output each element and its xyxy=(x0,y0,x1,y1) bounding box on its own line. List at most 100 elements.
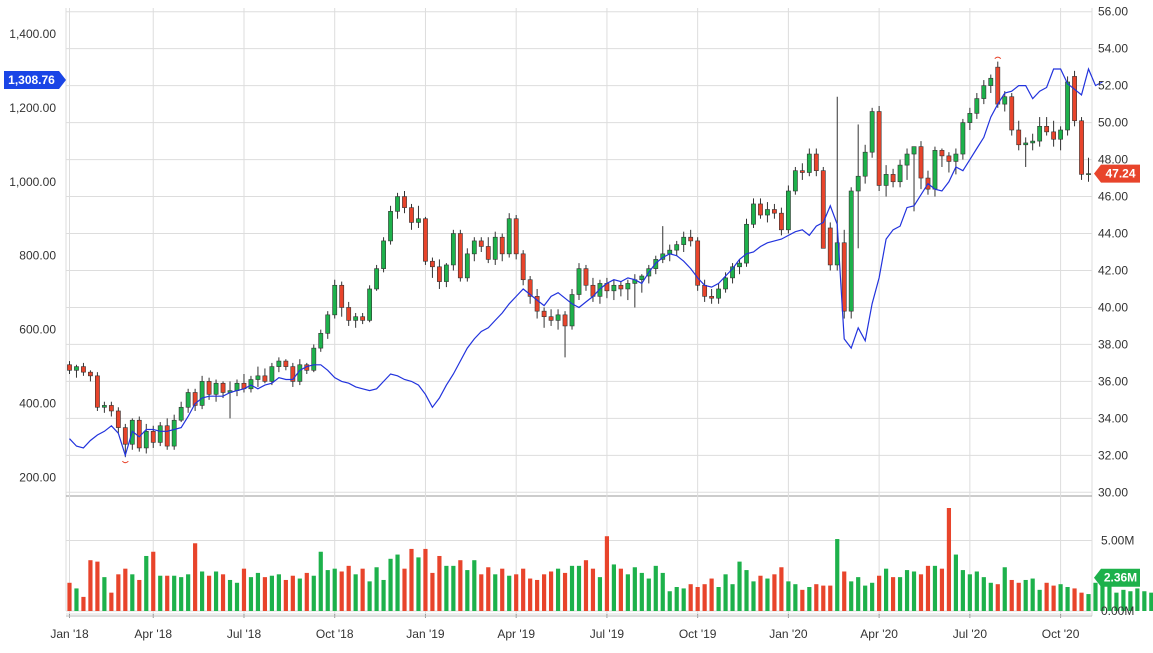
candle-body xyxy=(367,288,373,321)
candle-body xyxy=(95,375,100,408)
candle-body xyxy=(737,262,742,268)
volume-bar xyxy=(206,575,212,611)
volume-bar xyxy=(828,585,833,611)
right-price-badge xyxy=(1094,164,1140,183)
candle-body xyxy=(108,405,114,412)
candle-body xyxy=(171,419,177,447)
candle-body xyxy=(716,288,721,299)
candle-body xyxy=(765,209,770,216)
volume-bar xyxy=(74,588,79,611)
volume-bar xyxy=(981,577,986,611)
volume-bar xyxy=(1072,588,1077,611)
candle-body xyxy=(995,66,1001,105)
volume-bar xyxy=(388,558,393,611)
right-axis-tick-label: 44.00 xyxy=(1098,227,1128,241)
candle-body xyxy=(290,366,296,382)
volume-bar xyxy=(793,584,798,611)
volume-bar xyxy=(311,575,316,611)
volume-bar xyxy=(960,570,965,611)
candle-body xyxy=(569,294,575,327)
volume-bar xyxy=(1023,579,1028,611)
volume-bar xyxy=(702,584,707,611)
volume-bar xyxy=(472,560,477,611)
candle-body xyxy=(1009,96,1015,131)
candle-body xyxy=(506,218,512,255)
right-axis-tick-label: 32.00 xyxy=(1098,448,1128,462)
candle-body xyxy=(520,253,526,281)
right-axis-tick-label: 56.00 xyxy=(1098,5,1128,19)
volume-bar xyxy=(500,568,505,611)
volume-bar xyxy=(339,571,344,611)
candle-body xyxy=(583,268,589,286)
volume-bar xyxy=(842,571,847,611)
candle-body xyxy=(911,146,917,155)
volume-bar xyxy=(1093,582,1098,611)
volume-bar xyxy=(1030,578,1035,611)
volume-bar xyxy=(814,584,819,611)
candle-body xyxy=(960,122,966,155)
volume-bar xyxy=(262,577,268,611)
candle-body xyxy=(1058,129,1063,140)
volume-bar xyxy=(604,536,610,611)
volume-bar xyxy=(535,579,540,611)
volume-bar xyxy=(779,567,784,611)
candle-body xyxy=(674,244,680,251)
candle-body xyxy=(688,236,694,242)
volume-bar xyxy=(744,570,749,611)
candle-body xyxy=(492,236,498,260)
volume-bar xyxy=(507,575,512,611)
candle-body xyxy=(374,268,379,290)
candle-body xyxy=(178,406,184,421)
x-axis-tick-label: Apr '20 xyxy=(860,627,898,641)
candle-body xyxy=(478,240,484,247)
volume-bar xyxy=(172,575,177,611)
comparison-line xyxy=(69,67,1103,458)
volume-bar xyxy=(562,572,568,611)
volume-bar xyxy=(521,568,526,611)
volume-bar xyxy=(332,568,337,611)
volume-bar xyxy=(297,578,302,611)
candle-body xyxy=(136,419,142,449)
candle-body xyxy=(988,77,994,86)
volume-bar xyxy=(1142,591,1147,611)
volume-bar xyxy=(709,578,714,611)
volume-bar xyxy=(123,568,128,611)
volume-bar xyxy=(179,577,184,611)
candle-body xyxy=(534,296,540,312)
right-axis-tick-label: 38.00 xyxy=(1098,337,1128,351)
candle-body xyxy=(1072,76,1077,122)
candle-body xyxy=(423,218,428,262)
x-axis-tick-label: Jan '19 xyxy=(406,627,445,641)
volume-bar xyxy=(653,565,658,611)
candle-body xyxy=(730,266,735,279)
volume-bar xyxy=(890,577,896,611)
volume-bar xyxy=(514,574,519,611)
volume-bar xyxy=(807,587,812,611)
candle-body xyxy=(464,253,470,279)
candle-body xyxy=(541,310,547,317)
candle-body xyxy=(827,227,833,266)
candle-body xyxy=(618,284,624,290)
volume-bar xyxy=(346,565,351,611)
x-axis-tick-label: Oct '19 xyxy=(679,627,717,641)
candle-body xyxy=(81,366,86,373)
candle-body xyxy=(695,240,701,286)
volume-axis-tick-label: 0.00M xyxy=(1101,604,1134,618)
volume-badge-label: 2.36M xyxy=(1104,571,1137,585)
volume-bar xyxy=(486,567,491,611)
volume-bar xyxy=(81,596,86,611)
price-candles xyxy=(67,56,1091,464)
volume-bar xyxy=(444,565,449,611)
volume-bar xyxy=(835,539,840,611)
right-axis-tick-label: 30.00 xyxy=(1098,485,1128,499)
volume-bar xyxy=(1114,592,1119,611)
x-axis-tick-label: Jul '18 xyxy=(227,627,262,641)
candle-body xyxy=(353,316,359,321)
volume-bar xyxy=(423,548,428,611)
candle-body xyxy=(890,174,896,183)
candle-body xyxy=(457,233,463,279)
volume-bar xyxy=(639,572,644,611)
volume-bar xyxy=(821,585,826,611)
candle-body xyxy=(862,151,868,177)
